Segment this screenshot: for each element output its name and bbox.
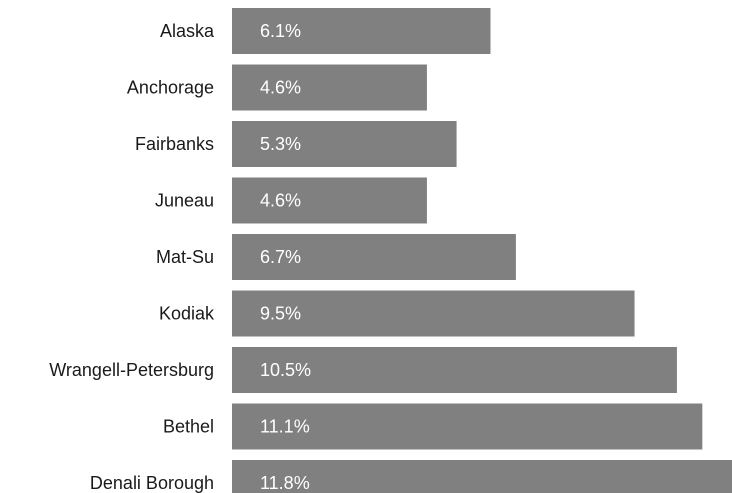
bar (232, 460, 732, 493)
bar (232, 121, 457, 167)
value-label: 9.5% (260, 304, 301, 324)
value-label: 11.1% (260, 417, 310, 437)
category-label: Juneau (155, 191, 214, 211)
bar-group: Denali Borough 11.8% (90, 460, 732, 493)
category-label: Bethel (163, 417, 214, 437)
bar (232, 290, 635, 337)
value-label: 6.7% (260, 247, 301, 267)
bar-group: Alaska 6.1% (160, 8, 491, 54)
value-label: 10.5% (260, 360, 311, 380)
value-label: 6.1% (260, 21, 301, 41)
bar (232, 234, 516, 280)
category-label: Mat-Su (156, 247, 214, 267)
bar-group: Kodiak 9.5% (159, 290, 635, 337)
category-label: Anchorage (127, 78, 214, 98)
bar-group: Anchorage 4.6% (127, 64, 427, 111)
bar-group: Wrangell-Petersburg 10.5% (49, 347, 677, 393)
category-label: Denali Borough (90, 473, 214, 493)
bar (232, 177, 427, 224)
category-label: Alaska (160, 21, 215, 41)
bar (232, 347, 677, 393)
bar (232, 403, 703, 450)
category-label: Kodiak (159, 304, 215, 324)
bar-group: Mat-Su 6.7% (156, 234, 516, 280)
bar (232, 8, 491, 54)
bar-group: Juneau 4.6% (155, 177, 427, 224)
category-label: Fairbanks (135, 134, 214, 154)
bar (232, 64, 427, 111)
value-label: 5.3% (260, 134, 301, 154)
value-label: 4.6% (260, 191, 301, 211)
value-label: 4.6% (260, 78, 301, 98)
bar-group: Bethel 11.1% (163, 403, 703, 450)
bar-group: Fairbanks 5.3% (135, 121, 457, 167)
category-label: Wrangell-Petersburg (49, 360, 214, 380)
value-label: 11.8% (260, 473, 310, 493)
